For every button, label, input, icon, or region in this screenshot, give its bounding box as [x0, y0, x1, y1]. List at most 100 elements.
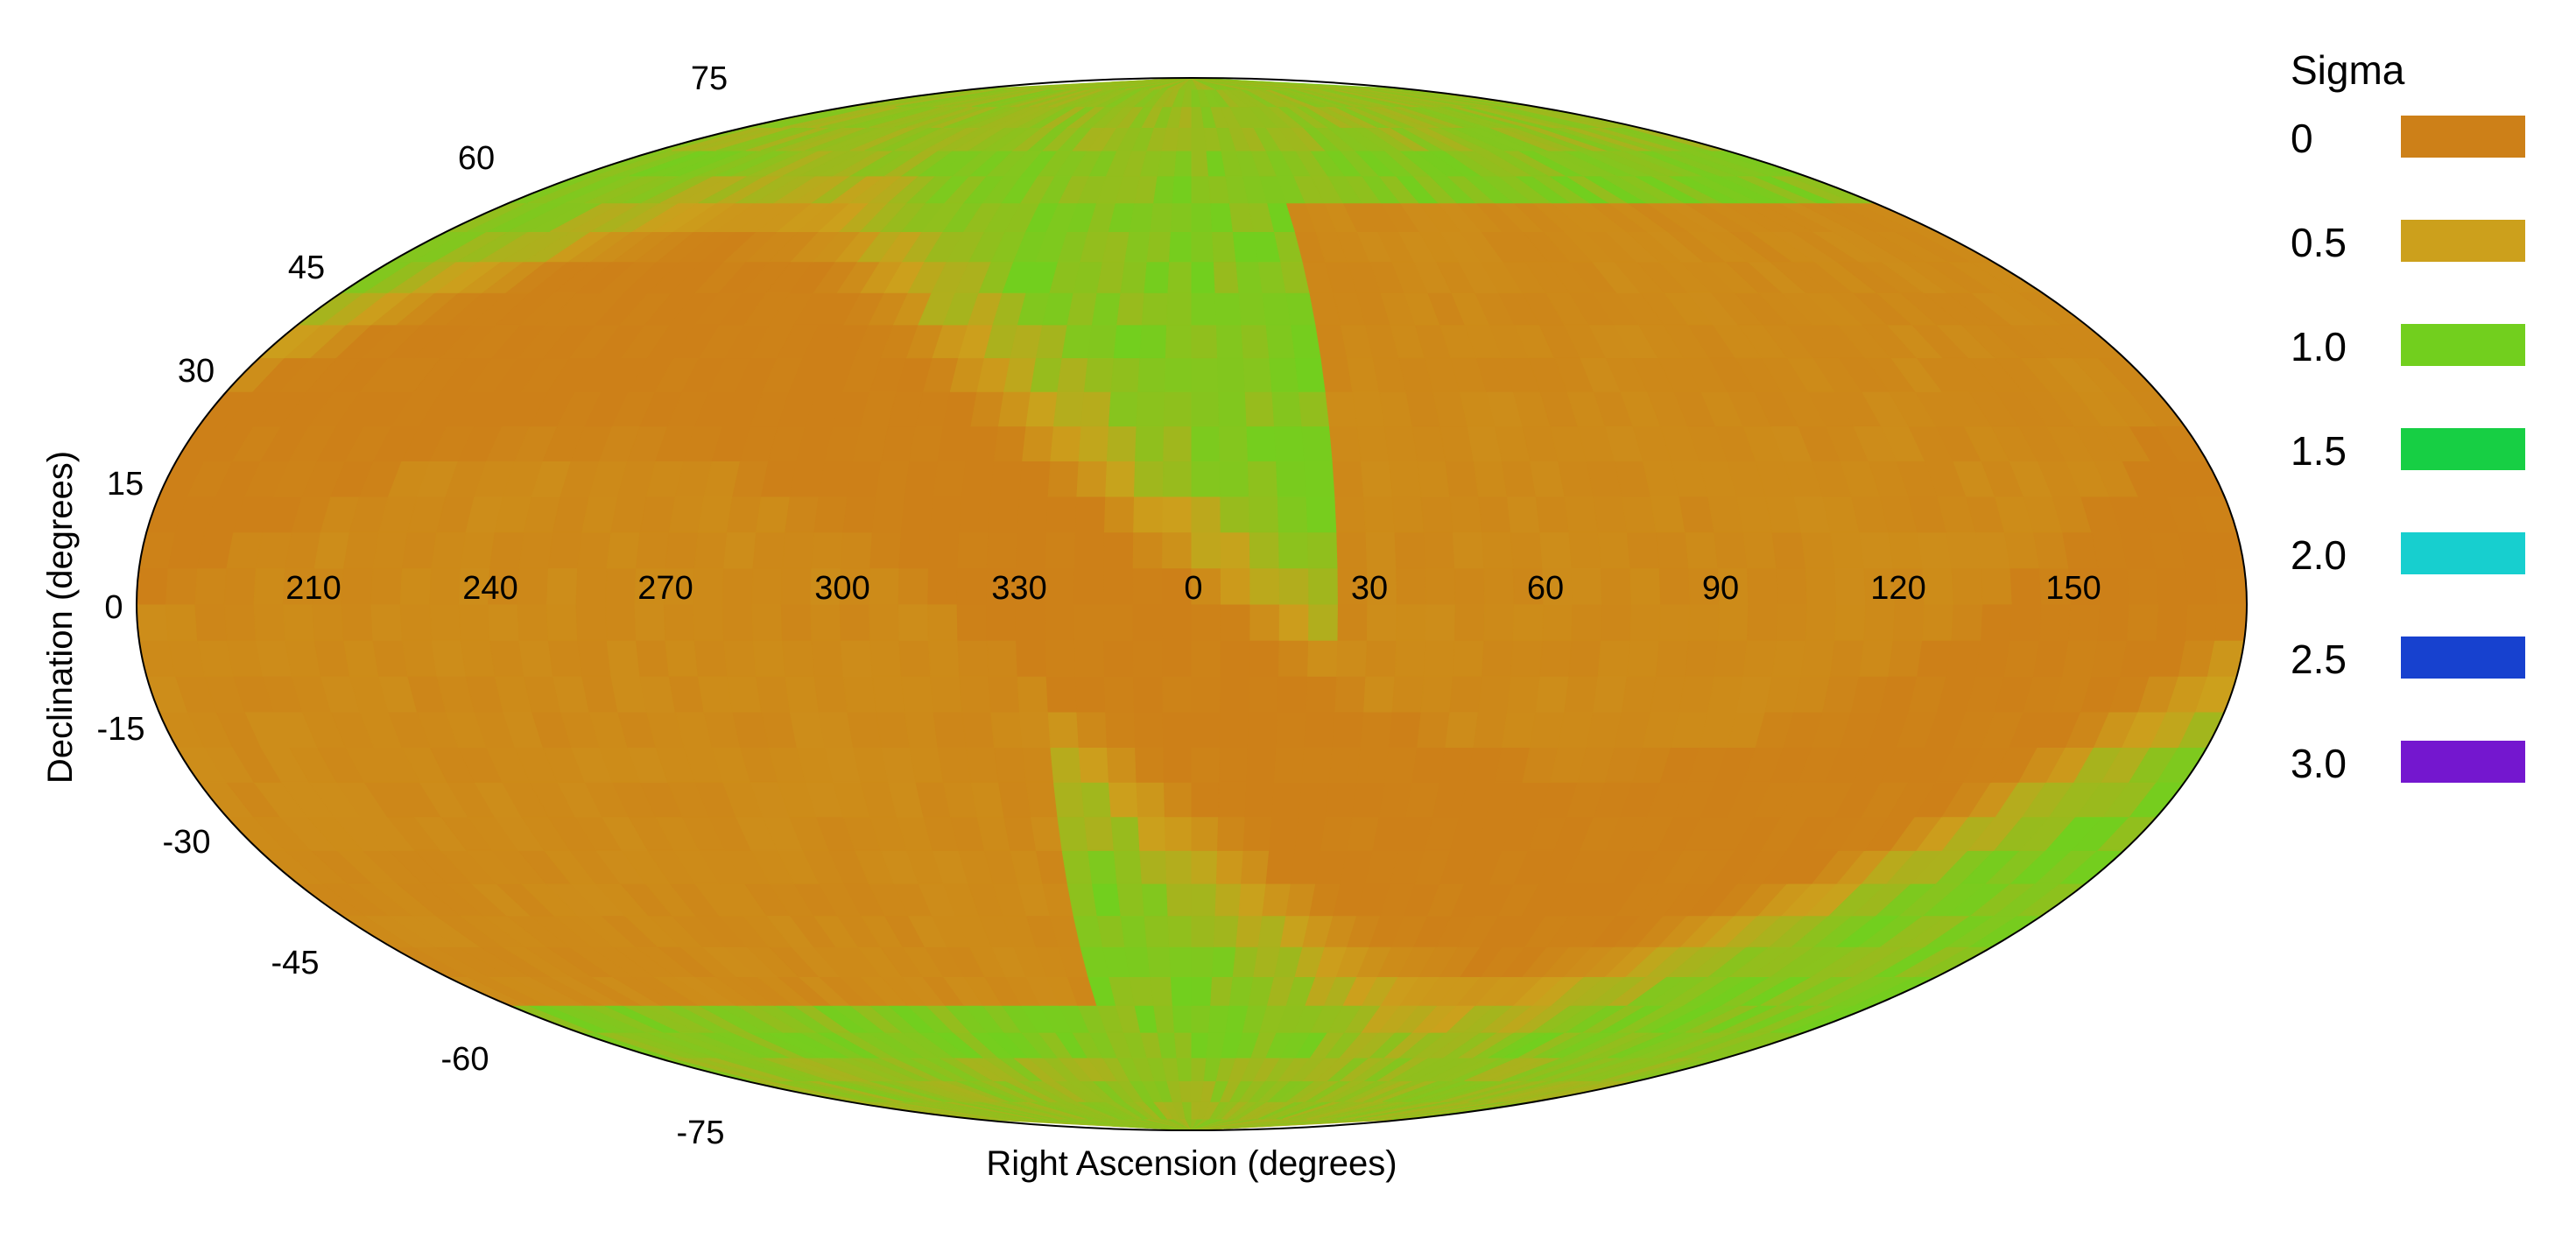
- heatmap-cell: [956, 603, 988, 641]
- heatmap-cell: [194, 567, 228, 605]
- heatmap-cell: [1105, 461, 1137, 497]
- heatmap-cell: [1015, 603, 1046, 641]
- heatmap-cell: [1805, 603, 1837, 641]
- dec-tick-30: 30: [178, 353, 215, 390]
- ra-tick-330: 330: [991, 570, 1046, 607]
- heatmap-cell: [1191, 711, 1221, 748]
- heatmap-cell: [1022, 426, 1055, 461]
- heatmap-cell: [1045, 567, 1075, 605]
- heatmap-cell: [1301, 426, 1334, 461]
- heatmap-cell: [2156, 567, 2189, 605]
- heatmap-cell: [489, 639, 524, 677]
- heatmap-cell: [1506, 675, 1541, 713]
- heatmap-cell: [1025, 390, 1059, 427]
- heatmap-cell: [1629, 603, 1662, 641]
- heatmap-cell: [1110, 816, 1141, 851]
- heatmap-cell: [1922, 567, 1954, 605]
- heatmap-cell: [1277, 531, 1310, 569]
- heatmap-cell: [1172, 175, 1193, 204]
- dec-tick-minus-30: -30: [163, 824, 211, 861]
- heatmap-cell: [635, 639, 670, 677]
- heatmap-cell: [1191, 675, 1221, 713]
- heatmap-cell: [1241, 849, 1270, 884]
- heatmap-cell: [1655, 531, 1690, 569]
- heatmap-cell: [1276, 711, 1307, 748]
- heatmap-cell: [842, 675, 877, 713]
- heatmap-cell: [1325, 781, 1358, 818]
- heatmap-cell: [137, 567, 169, 605]
- heatmap-cell: [1332, 711, 1365, 748]
- heatmap-cell: [1166, 883, 1193, 917]
- heatmap-cell: [1246, 747, 1277, 783]
- heatmap-cell: [1452, 531, 1485, 569]
- heatmap-cell: [165, 603, 199, 641]
- heatmap-cell: [1597, 639, 1631, 677]
- heatmap-cell: [1241, 324, 1270, 359]
- heatmap-cell: [1336, 531, 1368, 569]
- heatmap-cell: [813, 496, 848, 533]
- heatmap-cell: [1568, 639, 1602, 677]
- heatmap-cell: [1859, 531, 1894, 569]
- heatmap-cell: [1307, 639, 1339, 677]
- heatmap-cell: [721, 603, 754, 641]
- heatmap-cell: [1052, 390, 1086, 427]
- heatmap-cell: [1425, 603, 1456, 641]
- heatmap-cell: [1304, 711, 1336, 748]
- heatmap-cell: [1301, 747, 1334, 783]
- heatmap-cell: [1057, 816, 1089, 851]
- heatmap-cell: [693, 567, 725, 605]
- heatmap-cell: [1449, 496, 1483, 533]
- heatmap-cell: [1169, 946, 1193, 977]
- heatmap-cell: [1078, 747, 1110, 783]
- heatmap-cell: [904, 461, 939, 497]
- heatmap-cell: [785, 675, 820, 713]
- heatmap-cell: [1483, 567, 1515, 605]
- heatmap-cell: [1217, 357, 1246, 392]
- heatmap-cell: [1103, 603, 1134, 641]
- heatmap-cell: [1564, 496, 1599, 533]
- heatmap-cell: [986, 603, 1017, 641]
- heatmap-cell: [1137, 357, 1166, 392]
- heatmap-cell: [1655, 639, 1690, 677]
- heatmap-cell: [1191, 496, 1221, 533]
- legend-swatch: [2401, 324, 2525, 366]
- heatmap-cell: [1746, 603, 1778, 641]
- heatmap-cell: [1539, 531, 1573, 569]
- heatmap-cell: [1714, 531, 1749, 569]
- heatmap-cell: [1191, 175, 1212, 204]
- heatmap-cell: [1132, 531, 1164, 569]
- heatmap-cell: [1242, 357, 1273, 392]
- heatmap-cell: [1445, 711, 1480, 748]
- heatmap-cell: [1165, 849, 1193, 884]
- heatmap-cell: [1091, 292, 1122, 326]
- heatmap-cell: [1218, 426, 1249, 461]
- heatmap-cell: [1170, 202, 1193, 232]
- heatmap-cell: [898, 639, 932, 677]
- heatmap-cell: [956, 567, 988, 605]
- heatmap-cell: [1388, 461, 1422, 497]
- heatmap-cell: [1191, 426, 1221, 461]
- heatmap-cell: [1191, 816, 1220, 851]
- legend-label: 2.5: [2291, 637, 2347, 682]
- heatmap-cell: [726, 496, 763, 533]
- heatmap-cell: [1597, 531, 1631, 569]
- heatmap-cell: [1087, 849, 1118, 884]
- heatmap-cell: [1449, 675, 1483, 713]
- heatmap-cell: [1366, 603, 1397, 641]
- heatmap-cell: [1141, 883, 1169, 917]
- heatmap-cell: [1050, 747, 1082, 783]
- heatmap-cell: [897, 603, 930, 641]
- heatmap-cell: [697, 675, 734, 713]
- heatmap-cell: [606, 531, 641, 569]
- heatmap-cell: [1512, 603, 1545, 641]
- heatmap-cell: [1169, 231, 1193, 263]
- heatmap-cell: [547, 531, 583, 569]
- heatmap-cell: [1277, 675, 1309, 713]
- heatmap-cell: [1859, 639, 1894, 677]
- heatmap-cell: [1336, 639, 1368, 677]
- heatmap-cell: [1191, 849, 1219, 884]
- heatmap-cell: [1113, 324, 1143, 359]
- heatmap-cell: [1213, 261, 1240, 293]
- heatmap-cell: [1276, 461, 1307, 497]
- heatmap-cell: [1133, 496, 1164, 533]
